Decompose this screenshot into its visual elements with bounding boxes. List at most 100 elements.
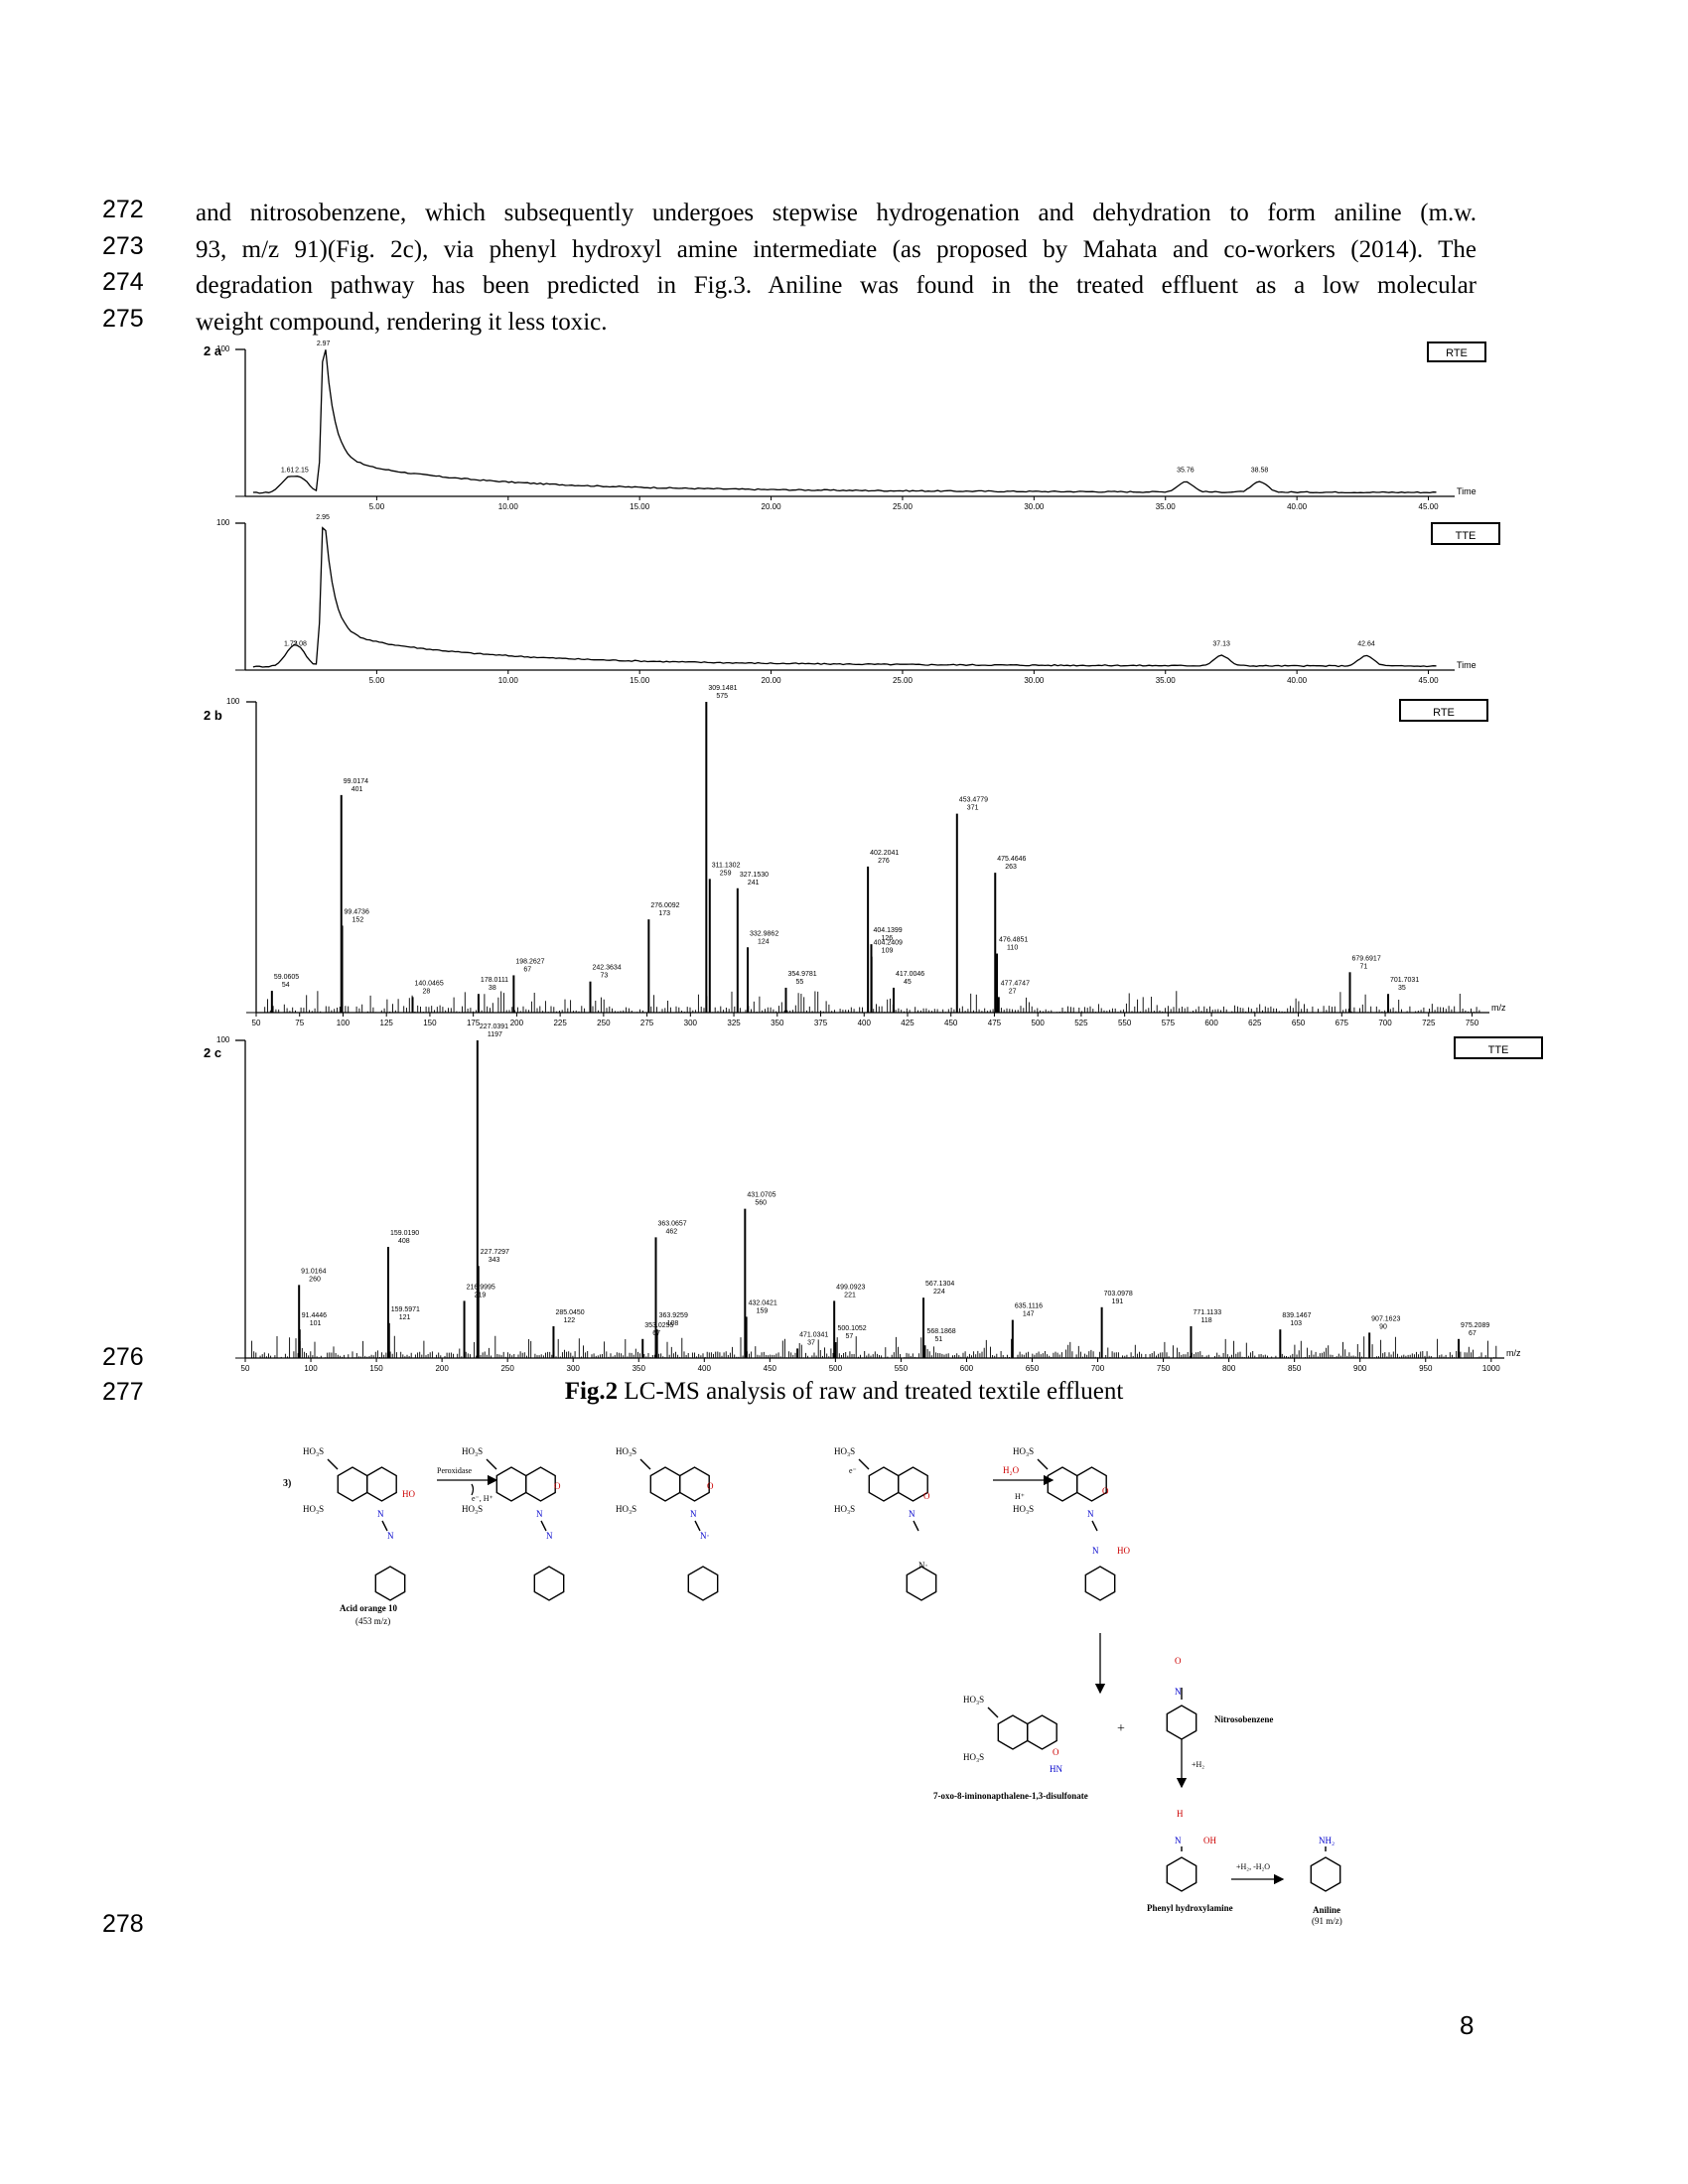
paragraph-line: 93, m/z 91)(Fig. 2c), via phenyl hydroxy… xyxy=(196,235,1477,263)
proton-label: H⁺ xyxy=(1015,1492,1025,1501)
x-tick-label: 400 xyxy=(698,1364,712,1373)
dehydration-label: +H₂, -H₂O xyxy=(1236,1862,1270,1871)
x-tick-label: 100 xyxy=(337,1019,351,1027)
aniline-nh2-label: NH₂ xyxy=(1319,1836,1335,1845)
spectrum-noise xyxy=(264,991,1480,1013)
panel-label: 2 c xyxy=(204,1045,221,1060)
x-tick-label: 450 xyxy=(764,1364,777,1373)
peak-mz-label: 432.0421 xyxy=(749,1299,777,1306)
x-tick-label: 20.00 xyxy=(762,502,782,511)
figure-caption: Fig.2 LC-MS analysis of raw and treated … xyxy=(0,1378,1688,1406)
compound-mz-acid-orange: (453 m/z) xyxy=(355,1616,390,1626)
nitroso-o-label: O xyxy=(1175,1656,1182,1666)
x-tick-label: 500 xyxy=(829,1364,843,1373)
x-tick-label: 150 xyxy=(369,1364,383,1373)
x-tick-label: 900 xyxy=(1353,1364,1367,1373)
bond xyxy=(327,1458,339,1470)
peak-mz-label: 476.4851 xyxy=(999,937,1028,944)
peak-mz-label: 839.1467 xyxy=(1282,1312,1311,1319)
x-tick-label: 625 xyxy=(1248,1019,1262,1027)
x-tick-label: 600 xyxy=(1204,1019,1218,1027)
x-tick-label: 550 xyxy=(1118,1019,1132,1027)
svg-text:+: + xyxy=(1117,1721,1125,1736)
x-tick-label: 375 xyxy=(814,1019,828,1027)
peak-mz-label: 353.0255 xyxy=(644,1322,673,1329)
x-tick-label: 250 xyxy=(597,1019,611,1027)
line-number-272: 272 xyxy=(102,196,144,223)
peak-count-label: 118 xyxy=(1200,1317,1211,1324)
peak-count-label: 55 xyxy=(795,979,803,986)
figure-caption-label: Fig.2 xyxy=(564,1378,619,1405)
x-tick-label: 225 xyxy=(553,1019,567,1027)
bond xyxy=(987,1706,999,1718)
peak-mz-label: 285.0450 xyxy=(555,1309,584,1316)
nitrosobenzene-ring xyxy=(1166,1705,1197,1740)
so3h-label: HO₃S xyxy=(616,1504,636,1514)
peak-count-label: 108 xyxy=(667,1320,679,1327)
x-tick-label: 15.00 xyxy=(630,502,650,511)
y-tick-label: 100 xyxy=(216,344,230,353)
peak-count-label: 152 xyxy=(352,916,364,923)
naphthalene-ring-b xyxy=(898,1466,928,1502)
peak-label: 35.76 xyxy=(1177,467,1195,474)
nitrogen-label: N xyxy=(690,1509,697,1519)
x-axis-label: m/z xyxy=(1491,1003,1506,1013)
peak-mz-label: 227.7297 xyxy=(481,1249,509,1256)
peak-label: 2.15 xyxy=(295,467,309,474)
x-tick-label: 800 xyxy=(1222,1364,1236,1373)
peak-mz-label: 99.0174 xyxy=(344,778,368,785)
x-tick-label: 675 xyxy=(1336,1019,1349,1027)
peak-mz-label: 91.4446 xyxy=(302,1312,327,1319)
line-number-278: 278 xyxy=(102,1910,144,1938)
y-tick-label: 100 xyxy=(216,1035,230,1044)
peak-mz-label: 771.1133 xyxy=(1193,1309,1221,1316)
x-tick-label: 300 xyxy=(684,1019,698,1027)
line-number-275: 275 xyxy=(102,305,144,333)
naphthalene-ring-b xyxy=(366,1466,397,1502)
phenyl-ring xyxy=(687,1566,719,1601)
hydroxyl-label: HO xyxy=(1117,1546,1130,1556)
so3h-label: HO₃S xyxy=(834,1446,855,1456)
peak-count-label: 124 xyxy=(758,938,770,945)
x-tick-label: 5.00 xyxy=(369,676,385,685)
x-tick-label: 725 xyxy=(1422,1019,1436,1027)
bond xyxy=(858,1458,870,1470)
peak-mz-label: 499.0923 xyxy=(836,1284,865,1291)
peak-count-label: 67 xyxy=(1469,1330,1477,1337)
peak-mz-label: 679.6917 xyxy=(1352,955,1381,962)
peak-count-label: 126 xyxy=(881,935,893,942)
peak-label: 37.13 xyxy=(1212,640,1230,647)
peak-count-label: 1197 xyxy=(488,1031,502,1038)
peak-mz-label: 327.1530 xyxy=(740,872,769,879)
peak-mz-label: 140.0465 xyxy=(415,980,444,987)
x-tick-label: 850 xyxy=(1288,1364,1302,1373)
x-tick-label: 30.00 xyxy=(1024,676,1045,685)
x-tick-label: 50 xyxy=(252,1019,261,1027)
peak-count-label: 27 xyxy=(1009,988,1017,995)
naphthalene-ring-b xyxy=(525,1466,556,1502)
peak-mz-label: 242.3634 xyxy=(593,965,622,972)
x-tick-label: 100 xyxy=(304,1364,318,1373)
nitrogen-radical-label: N· xyxy=(918,1561,928,1570)
peak-mz-label: 159.0190 xyxy=(390,1230,419,1237)
peak-mz-label: 404.2409 xyxy=(874,940,903,947)
nitroso-n-label: N xyxy=(1175,1687,1182,1697)
peak-mz-label: 477.4747 xyxy=(1001,980,1030,987)
naphthalene-ring-a xyxy=(868,1466,900,1502)
paragraph-line: and nitrosobenzene, which subsequently u… xyxy=(196,200,1477,226)
peak-label: 2.95 xyxy=(316,514,330,521)
peak-count-label: 260 xyxy=(309,1276,321,1283)
so3h-label: HO₃S xyxy=(834,1504,855,1514)
peak-mz-label: 471.0341 xyxy=(799,1331,828,1338)
peak-label: 38.58 xyxy=(1251,467,1269,474)
peak-label: 2.08 xyxy=(293,640,307,647)
naphthalene-ring-a xyxy=(649,1466,681,1502)
x-tick-label: 125 xyxy=(380,1019,394,1027)
chart-panel-4: 2 c TTE 100 m/z 50 100 150 200 250 300 350 400 450 50… xyxy=(204,1024,1543,1373)
peak-count-label: 73 xyxy=(601,973,609,980)
x-tick-label: 10.00 xyxy=(498,676,519,685)
x-tick-label: 45.00 xyxy=(1419,502,1440,511)
peak-mz-label: 99.4736 xyxy=(345,908,369,915)
x-tick-label: 425 xyxy=(901,1019,914,1027)
chromatogram-trace xyxy=(252,349,1437,494)
